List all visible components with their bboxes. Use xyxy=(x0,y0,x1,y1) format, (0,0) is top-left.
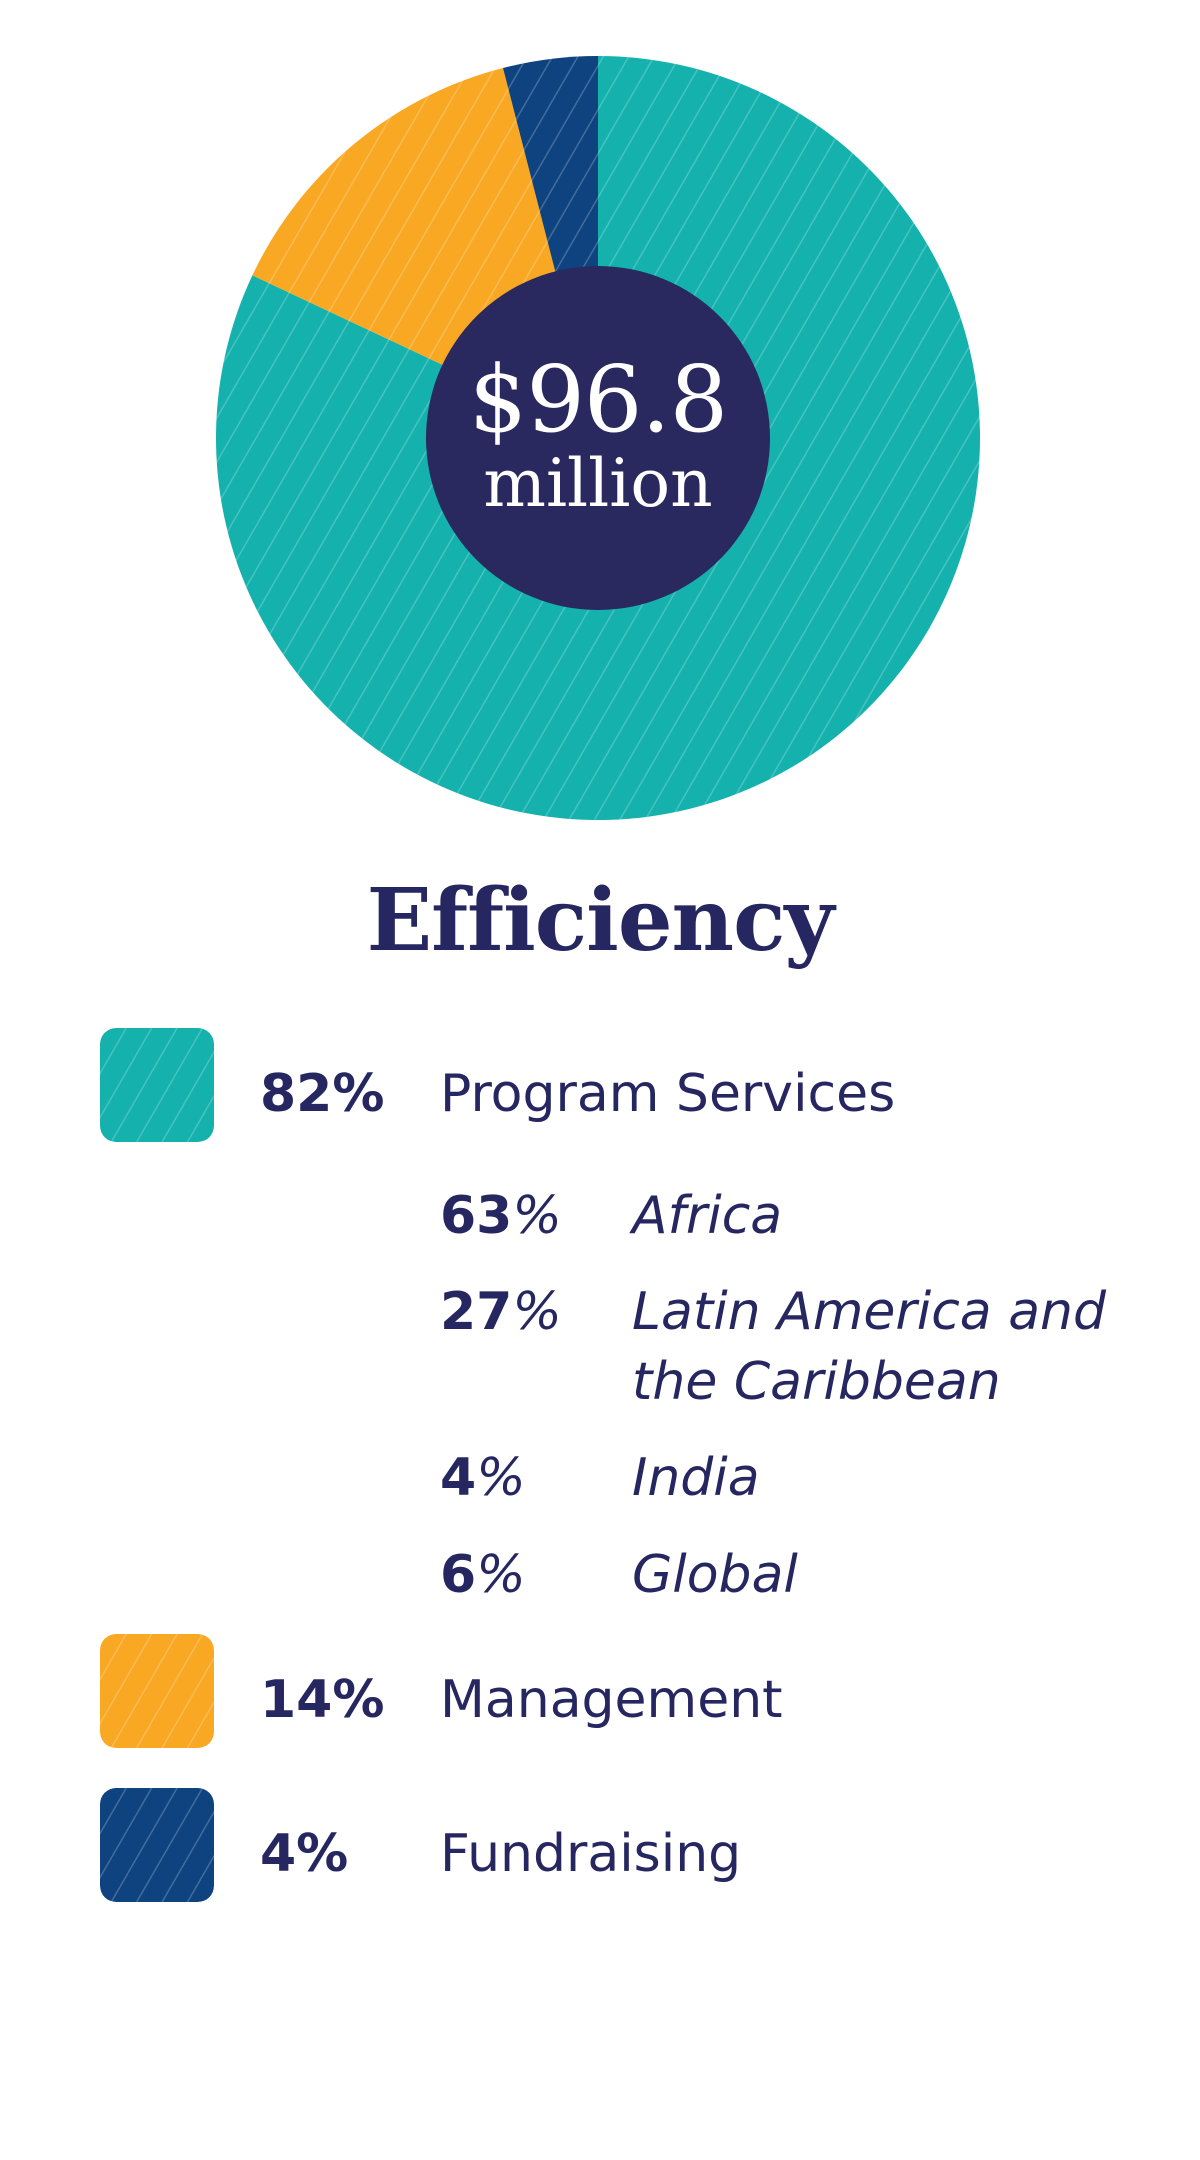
sub-value-india: 4% xyxy=(440,1448,526,1508)
chart-title: Efficiency xyxy=(366,870,835,971)
legend-swatch-hatch xyxy=(100,1788,214,1902)
legend-swatch-hatch xyxy=(100,1028,214,1142)
sub-label-latin-america-line-1: Latin America and xyxy=(632,1282,1107,1342)
legend-value-program-services: 82% xyxy=(260,1064,385,1124)
sub-label-africa: Africa xyxy=(632,1186,783,1246)
legend-swatch-program-services xyxy=(100,1028,214,1142)
sub-value-global-sign: % xyxy=(476,1545,526,1605)
legend-label-fundraising: Fundraising xyxy=(440,1824,742,1884)
sub-value-africa: 63% xyxy=(440,1186,562,1246)
sub-value-india-num: 4 xyxy=(440,1448,477,1508)
pie-center-hole xyxy=(426,266,770,610)
sub-value-global: 6% xyxy=(440,1545,526,1605)
pie-chart xyxy=(216,56,981,820)
sub-label-latin-america-line-2: the Caribbean xyxy=(632,1352,1001,1412)
sub-value-latin-america: 27% xyxy=(440,1282,562,1342)
legend-swatch-hatch xyxy=(100,1634,214,1748)
legend-swatch-management xyxy=(100,1634,214,1748)
sub-value-latin-america-sign: % xyxy=(512,1282,562,1342)
sub-label-global: Global xyxy=(632,1545,798,1605)
legend-label-management: Management xyxy=(440,1670,783,1730)
sub-value-africa-sign: % xyxy=(512,1186,562,1246)
sub-value-india-sign: % xyxy=(476,1448,526,1508)
sub-value-africa-num: 63 xyxy=(440,1186,513,1246)
legend-label-program-services: Program Services xyxy=(440,1064,896,1124)
sub-value-latin-america-num: 27 xyxy=(440,1282,513,1342)
legend-value-management: 14% xyxy=(260,1670,385,1730)
legend-swatch-fundraising xyxy=(100,1788,214,1902)
legend-value-fundraising: 4% xyxy=(260,1824,349,1884)
sub-value-global-num: 6 xyxy=(440,1545,477,1605)
sub-label-india: India xyxy=(632,1448,760,1508)
